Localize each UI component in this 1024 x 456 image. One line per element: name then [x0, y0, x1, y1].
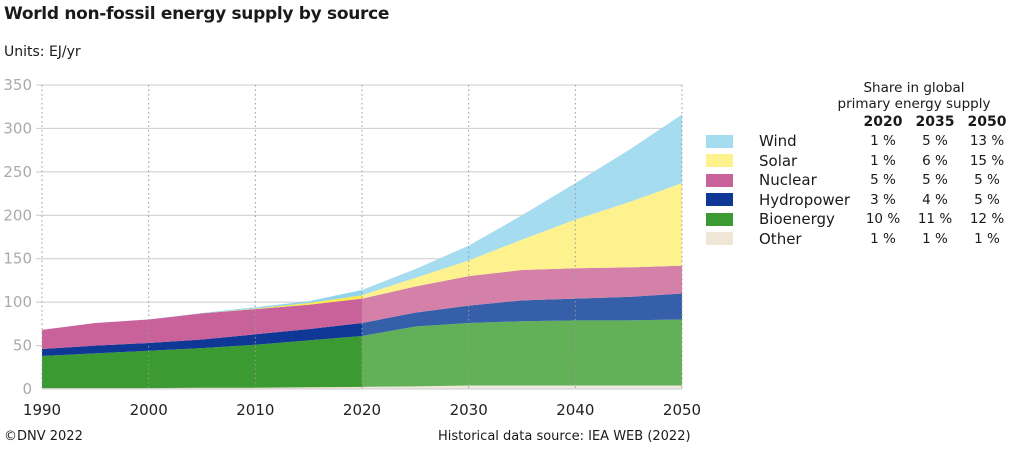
legend-share: 1 % — [870, 230, 896, 247]
y-tick-label: 100 — [3, 293, 32, 311]
legend-share: 1 % — [974, 230, 1000, 247]
legend-share: 6 % — [922, 152, 948, 169]
legend-col: 2035 — [915, 113, 955, 130]
legend: Share in global primary energy supply 20… — [700, 80, 1020, 249]
x-tick-label: 2020 — [343, 401, 381, 419]
x-tick-label: 2040 — [556, 401, 594, 419]
area-chart: 0 50 100 150 200 250 300 350 1990 2000 2010 2020 203… — [3, 76, 700, 419]
y-tick-label: 300 — [3, 119, 32, 137]
area-other-historical — [42, 386, 362, 389]
y-tick-label: 0 — [22, 380, 32, 398]
legend-label: Bioenergy — [759, 210, 835, 229]
area-bioenergy-historical — [42, 336, 362, 389]
x-tick-label: 1990 — [23, 401, 61, 419]
legend-share: 1 % — [870, 133, 896, 150]
legend-item-bioenergy: Bioenergy 10 % 11 % 12 % — [700, 210, 1020, 230]
y-tick-label: 350 — [3, 76, 32, 94]
legend-share: 10 % — [865, 211, 901, 228]
legend-share: 5 % — [974, 191, 1000, 208]
legend-swatch — [706, 212, 733, 226]
legend-item-nuclear: Nuclear 5 % 5 % 5 % — [700, 171, 1020, 191]
legend-share: 5 % — [922, 133, 948, 150]
x-tick-label: 2010 — [236, 401, 274, 419]
y-tick-label: 150 — [3, 250, 32, 268]
area-solar-forecast — [362, 183, 682, 299]
chart-title: World non-fossil energy supply by source — [4, 4, 390, 24]
legend-swatch — [706, 232, 733, 246]
area-bioenergy-forecast — [362, 319, 682, 387]
legend-header-row: 2020 2035 2050 — [700, 112, 1020, 132]
data-source: Historical data source: IEA WEB (2022) — [438, 429, 691, 444]
legend-share: 15 % — [969, 152, 1005, 169]
area-other-forecast — [362, 385, 682, 389]
x-tick-label: 2050 — [663, 401, 700, 419]
legend-swatch — [706, 134, 733, 148]
legend-share: 5 % — [870, 172, 896, 189]
area-nuclear-historical — [42, 298, 362, 350]
legend-col: 2050 — [967, 113, 1007, 130]
legend-swatch — [706, 193, 733, 207]
legend-swatch — [706, 154, 733, 168]
x-tick-label: 2000 — [130, 401, 168, 419]
legend-label: Solar — [759, 151, 798, 170]
copyright: ©DNV 2022 — [4, 429, 83, 444]
legend-item-wind: Wind 1 % 5 % 13 % — [700, 132, 1020, 152]
legend-title-1: Share in global — [863, 80, 965, 96]
legend-title-2: primary energy supply — [837, 96, 991, 112]
legend-share: 11 % — [917, 211, 953, 228]
legend-col: 2020 — [863, 113, 903, 130]
legend-share: 13 % — [969, 133, 1005, 150]
legend-share: 3 % — [870, 191, 896, 208]
y-tick-label: 250 — [3, 163, 32, 181]
legend-share: 4 % — [922, 191, 948, 208]
units-label: Units: EJ/yr — [4, 44, 81, 60]
legend-label: Hydropower — [759, 190, 851, 209]
legend-label: Other — [759, 229, 802, 248]
legend-item-hydropower: Hydropower 3 % 4 % 5 % — [700, 190, 1020, 210]
y-tick-label: 50 — [13, 337, 32, 355]
legend-share: 1 % — [922, 230, 948, 247]
legend-item-solar: Solar 1 % 6 % 15 % — [700, 151, 1020, 171]
area-wind-forecast — [362, 114, 682, 296]
y-tick-label: 200 — [3, 206, 32, 224]
x-tick-label: 2030 — [450, 401, 488, 419]
area-hydropower-historical — [42, 322, 362, 356]
area-nuclear-forecast — [362, 265, 682, 323]
legend-share: 5 % — [974, 172, 1000, 189]
legend-swatch — [706, 173, 733, 187]
legend-share: 12 % — [969, 211, 1005, 228]
legend-label: Nuclear — [759, 171, 817, 190]
area-hydropower-forecast — [362, 293, 682, 337]
legend-share: 5 % — [922, 172, 948, 189]
legend-share: 1 % — [870, 152, 896, 169]
legend-item-other: Other 1 % 1 % 1 % — [700, 229, 1020, 249]
legend-label: Wind — [759, 132, 797, 151]
